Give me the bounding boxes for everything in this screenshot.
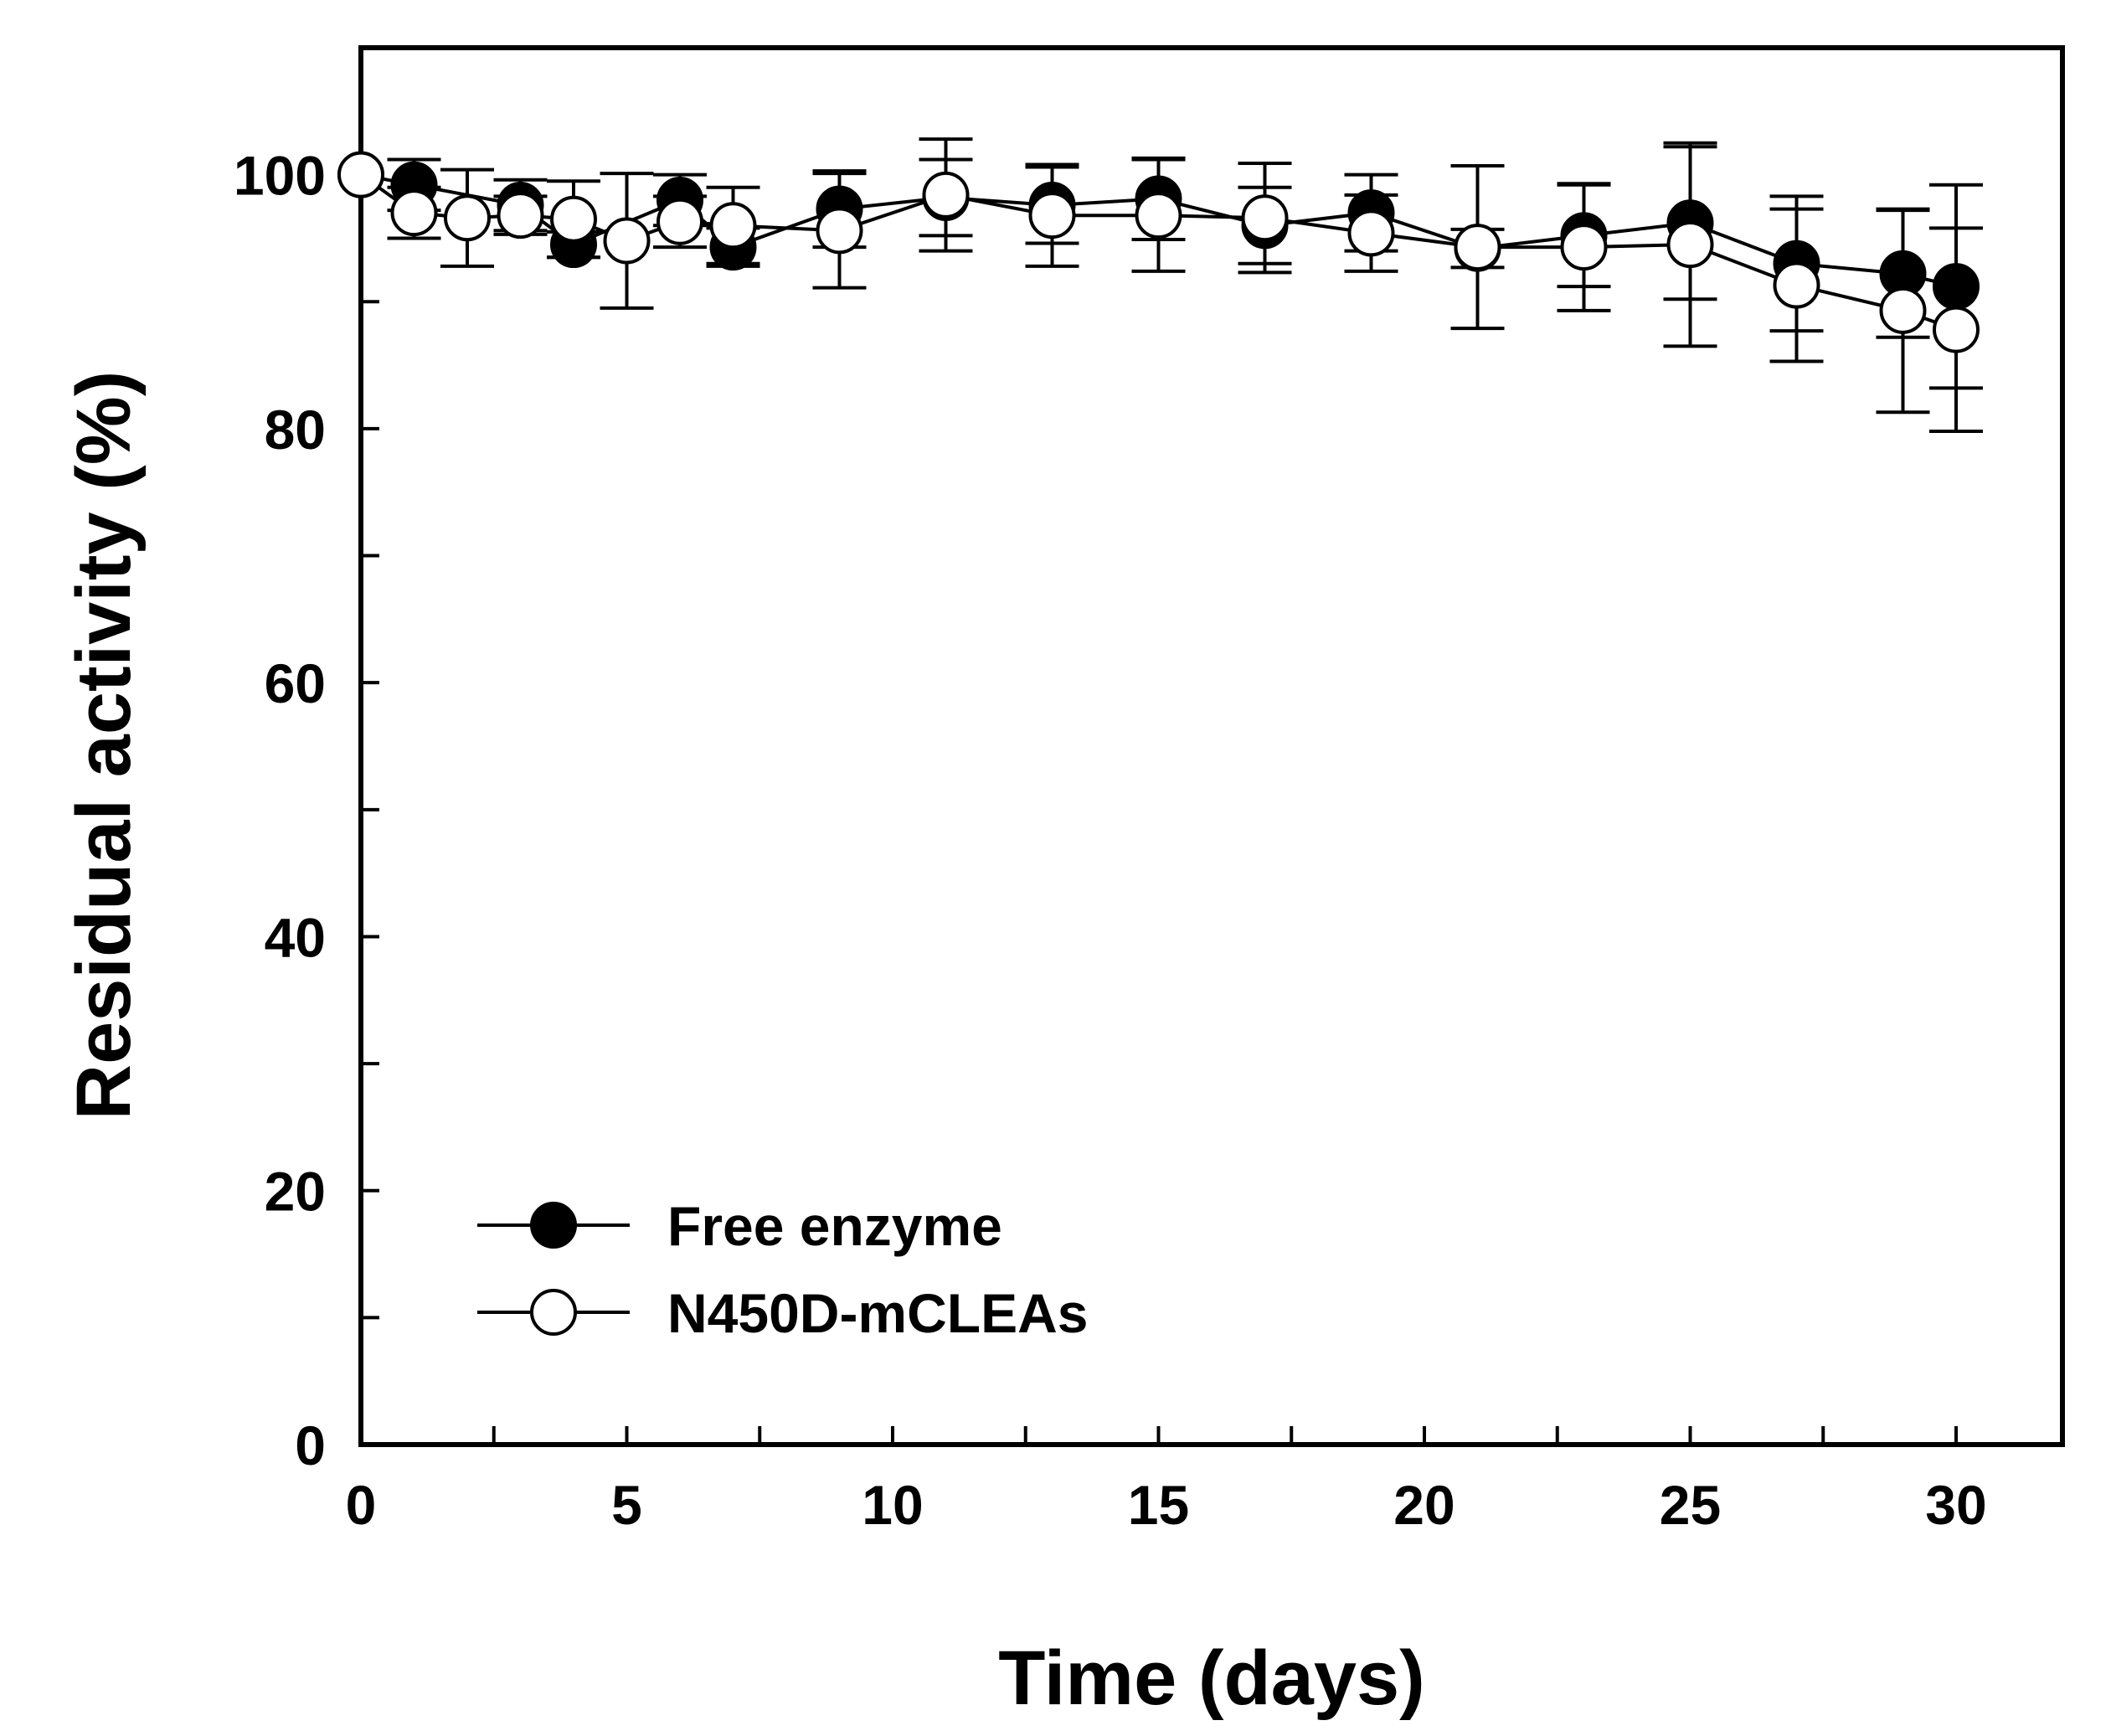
series-markers-n450d-mcleas [337,151,1980,353]
y-tick-label: 40 [265,906,326,968]
legend-marker-open-circle [530,1289,577,1336]
y-axis: 0 20 40 60 80 100 [234,145,379,1476]
data-point-open [1933,306,1980,353]
x-tick-label: 15 [1128,1474,1189,1536]
legend: Free enzyme N450D-mCLEAs [477,1195,1088,1344]
data-point-open [337,151,384,198]
x-axis-title: Time (days) [998,1636,1425,1721]
series-errorbars-n450d-mcleas [387,137,1983,433]
y-tick-label: 60 [265,652,326,714]
x-tick-label: 25 [1660,1474,1721,1536]
legend-item-n450d-mcleas: N450D-mCLEAs [477,1282,1088,1344]
legend-marker-filled-circle [530,1202,577,1249]
data-point-open [656,198,703,245]
data-point-open [444,194,491,242]
data-point-open [1879,286,1927,334]
data-point-open [1347,209,1395,257]
series-layer [337,137,1983,433]
data-point-open [1773,261,1820,309]
data-point-open [1666,221,1714,269]
plot-frame [358,45,2065,1447]
data-point-filled [1933,263,1980,311]
data-point-open [709,202,757,250]
y-tick-label: 100 [234,145,326,207]
y-tick-label: 0 [295,1414,326,1476]
x-tick-label: 0 [346,1474,377,1536]
y-tick-label: 20 [265,1161,326,1223]
x-tick-label: 30 [1925,1474,1986,1536]
legend-item-free-enzyme: Free enzyme [477,1195,1002,1257]
data-point-open [550,195,597,243]
legend-label-free-enzyme: Free enzyme [667,1195,1002,1257]
data-point-open [922,171,970,219]
x-axis: 0 5 10 15 20 25 30 [346,1426,1987,1536]
y-tick-label: 80 [265,399,326,461]
y-axis-title: Residual activity (%) [61,371,147,1120]
x-tick-label: 10 [862,1474,923,1536]
data-point-open [816,207,863,255]
data-point-open [1135,192,1182,240]
data-point-open [497,192,544,240]
data-point-open [1028,192,1076,240]
x-tick-label: 5 [611,1474,642,1536]
x-tick-label: 20 [1393,1474,1455,1536]
legend-label-n450d-mcleas: N450D-mCLEAs [667,1282,1088,1344]
data-point-open [1454,224,1501,271]
data-point-open [390,189,438,237]
data-point-open [603,217,651,265]
data-point-open [1241,194,1289,242]
data-point-open [1560,224,1608,271]
